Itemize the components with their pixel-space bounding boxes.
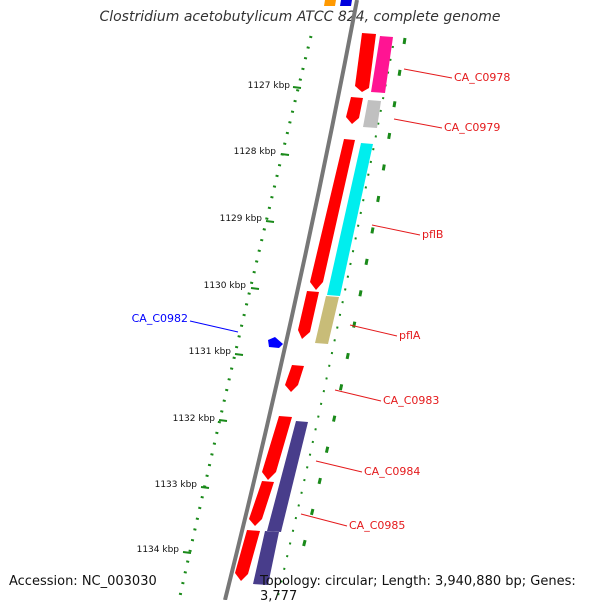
gene-pflB-cog [327, 143, 373, 296]
gene-CA_C0978-cog [371, 36, 393, 93]
tick-label: 1129 kbp [220, 214, 263, 224]
gene-label-CA_C0985[interactable]: CA_C0985 [349, 519, 405, 532]
gene-labels: CA_C0978 CA_C0979 pflB pflA CA_C0982 CA_… [132, 71, 511, 532]
gene-CA_C0982-cds [268, 337, 283, 348]
gene-CA_C0985-cog [253, 531, 279, 585]
gene-CA_C0983-cds [285, 365, 304, 392]
tick-labels: 1127 kbp 1128 kbp 1129 kbp 1130 kbp 1131… [137, 81, 291, 555]
gene-label-CA_C0983[interactable]: CA_C0983 [383, 394, 439, 407]
tick-label: 1128 kbp [234, 147, 277, 157]
gene-pflA-cog [315, 296, 339, 344]
gene-top-blue [340, 0, 352, 6]
gene-top-orange [324, 0, 336, 6]
tick-label: 1134 kbp [137, 545, 180, 555]
tick-label: 1131 kbp [189, 347, 232, 357]
gene-bottom-cds [235, 530, 260, 581]
label-leaders [189, 68, 453, 527]
gene-label-CA_C0982[interactable]: CA_C0982 [132, 312, 188, 325]
gene-label-CA_C0979[interactable]: CA_C0979 [444, 121, 500, 134]
cog-ring-dots [277, 45, 394, 597]
map-title: Clostridium acetobutylicum ATCC 824, com… [99, 9, 501, 25]
gene-CA_C0979-cog [363, 100, 381, 128]
gene-pflA-cds [298, 291, 319, 339]
tick-label: 1130 kbp [204, 281, 247, 291]
tick-label: 1132 kbp [173, 414, 216, 424]
gene-pflB-cds [310, 139, 355, 290]
gene-CA_C0985-cds [249, 481, 274, 526]
gene-label-CA_C0978[interactable]: CA_C0978 [454, 71, 510, 84]
tick-label: 1133 kbp [155, 480, 198, 490]
gene-CA_C0979-cds [346, 97, 363, 124]
tick-marks [182, 86, 302, 554]
gene-CA_C0984-cds [262, 416, 292, 480]
gene-CA_C0984-cog [267, 421, 308, 532]
gene-CA_C0978-cds [355, 33, 376, 92]
gene-label-CA_C0984[interactable]: CA_C0984 [364, 465, 420, 478]
accession-text: Accession: NC_003030 [9, 574, 157, 589]
gene-label-pflB[interactable]: pflB [422, 228, 443, 241]
tick-label: 1127 kbp [248, 81, 291, 91]
gene-label-pflA[interactable]: pflA [399, 329, 421, 342]
genome-backbone [223, 0, 359, 600]
